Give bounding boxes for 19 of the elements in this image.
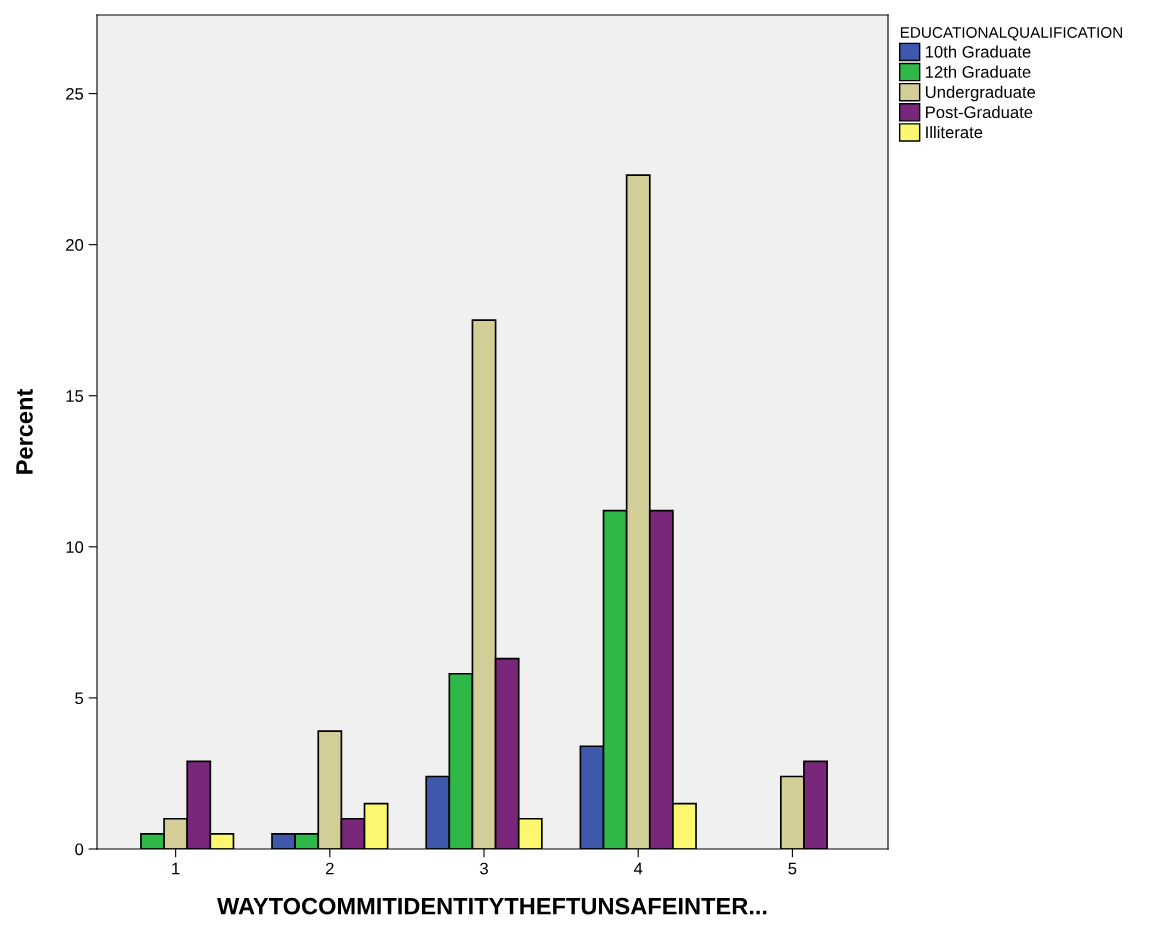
legend-label: Post-Graduate: [926, 105, 1033, 119]
y-tick-label: 15: [66, 390, 84, 402]
y-tick-label: 10: [66, 541, 84, 554]
x-tick-label: 5: [788, 862, 797, 875]
y-tick-label: 0: [75, 843, 84, 856]
y-tick-label: 25: [66, 87, 84, 100]
legend-label: 10th Graduate: [925, 45, 1031, 58]
x-tick-label: 4: [633, 862, 643, 875]
legend-label: Undergraduate: [925, 85, 1036, 102]
x-tick-label: 2: [326, 862, 334, 875]
y-axis-title: Percent: [16, 388, 33, 474]
y-tick-label: 20: [66, 239, 84, 251]
x-axis-title: WAYTOCOMMITIDENTITYTHEFTUNSAFEINTER...: [217, 897, 767, 915]
x-tick-label: 3: [480, 862, 488, 875]
x-tick-label: 1: [172, 862, 180, 875]
legend-label: Illiterate: [926, 126, 983, 139]
legend-label: 12th Graduate: [925, 65, 1031, 78]
y-tick-label: 5: [75, 692, 84, 705]
legend-title: EDUCATIONALQUALIFICATION: [900, 27, 1122, 41]
